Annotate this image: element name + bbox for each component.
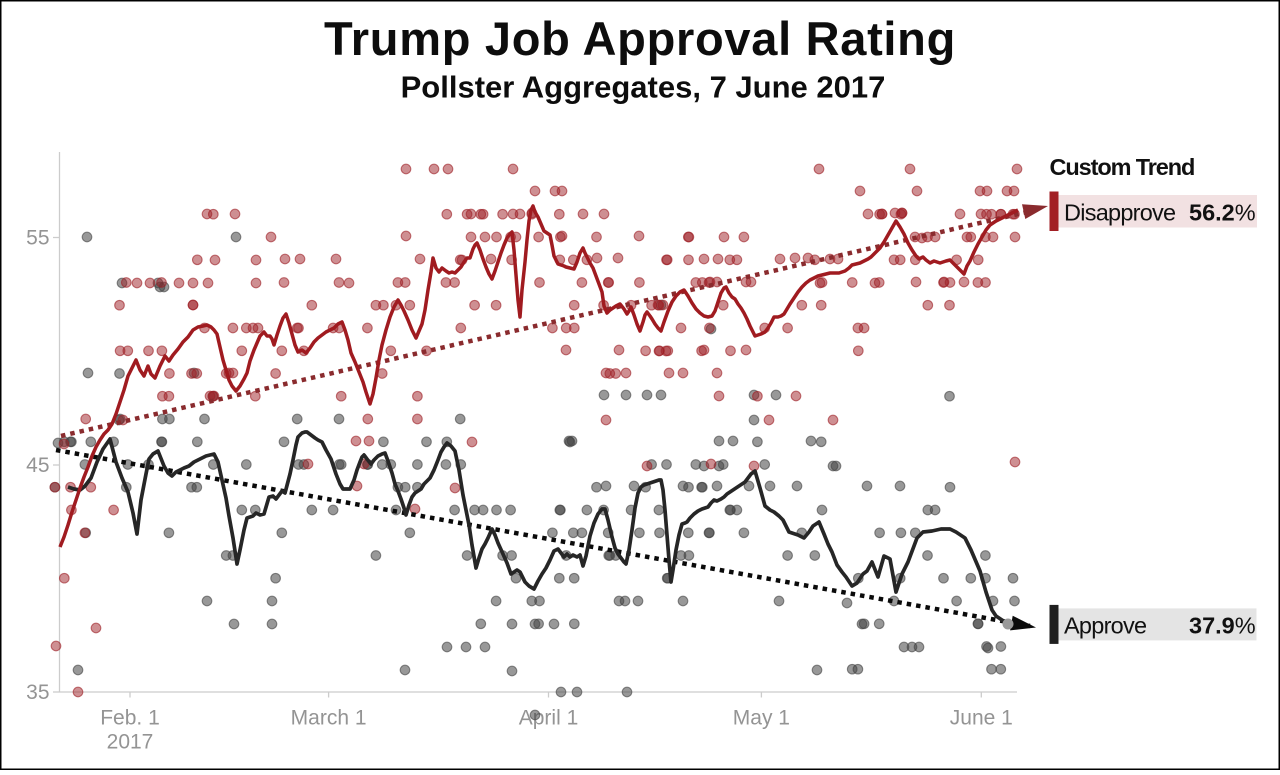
svg-text:May 1: May 1 [733,707,790,730]
svg-text:Custom Trend: Custom Trend [1050,154,1195,180]
svg-text:Approve: Approve [1064,613,1147,639]
svg-text:Disapprove: Disapprove [1064,200,1176,226]
svg-text:Pollster Aggregates, 7 June 20: Pollster Aggregates, 7 June 2017 [401,70,886,105]
svg-text:Feb. 1: Feb. 1 [100,707,160,730]
svg-text:37.9%: 37.9% [1189,613,1256,639]
svg-text:35: 35 [26,681,49,704]
svg-text:March 1: March 1 [291,707,367,730]
svg-text:June 1: June 1 [950,707,1013,730]
svg-text:56.2%: 56.2% [1189,200,1256,226]
svg-text:Trump Job Approval Rating: Trump Job Approval Rating [324,12,956,65]
svg-text:45: 45 [26,454,49,477]
svg-text:2017: 2017 [107,731,154,754]
svg-text:April 1: April 1 [519,707,579,730]
svg-text:55: 55 [26,227,49,250]
